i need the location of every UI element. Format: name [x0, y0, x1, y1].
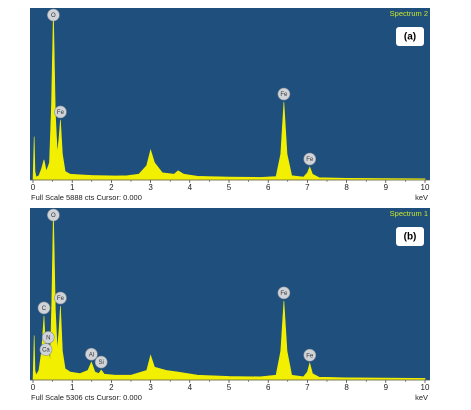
peak-marker — [54, 291, 67, 305]
peak-marker — [41, 331, 55, 344]
x-tick-label: 5 — [227, 383, 232, 392]
peak-label: Si — [99, 360, 104, 366]
x-tick-label: 3 — [148, 383, 153, 392]
x-tick-label: 9 — [384, 183, 389, 192]
peak-marker — [277, 286, 291, 300]
x-tick-label: 4 — [188, 183, 193, 192]
x-tick-label: 3 — [148, 183, 153, 192]
peak-marker — [47, 208, 60, 222]
panel-label-box — [396, 227, 424, 246]
peak-marker — [37, 301, 51, 315]
spectrum-name: Spectrum 2 — [390, 9, 428, 18]
plot-background — [30, 8, 430, 180]
peak-marker — [277, 87, 291, 101]
panel-label: (a) — [404, 32, 416, 43]
footer: Full Scale 5306 cts Cursor: 0.000 — [31, 393, 142, 402]
peak-label: Fe — [280, 291, 288, 297]
peak-label: C — [42, 306, 47, 312]
peak-label: O — [51, 13, 56, 19]
x-tick-label: 4 — [188, 383, 193, 392]
peak-label: Fe — [306, 353, 314, 359]
x-tick-label: 0 — [31, 183, 36, 192]
peak-marker — [54, 105, 67, 119]
x-tick-label: 0 — [31, 383, 36, 392]
peak-marker — [94, 355, 108, 369]
peak-label: Ca — [42, 348, 50, 354]
x-tick-label: 7 — [305, 183, 310, 192]
peak-marker — [85, 347, 98, 361]
peak-label: Fe — [57, 110, 65, 116]
x-tick-label: 10 — [421, 183, 430, 192]
x-tick-label: 6 — [266, 383, 271, 392]
peak-label: Fe — [306, 157, 314, 163]
x-tick-label: 5 — [227, 183, 232, 192]
peak-label: Fe — [57, 296, 65, 302]
spectrum-name: Spectrum 1 — [390, 209, 428, 218]
x-tick-label: 8 — [344, 183, 349, 192]
x-tick-label: 2 — [109, 183, 114, 192]
x-tick-label: 8 — [344, 383, 349, 392]
x-tick-label: 10 — [421, 383, 430, 392]
peak-marker — [303, 348, 317, 362]
panel-label: (b) — [404, 232, 417, 243]
x-tick-label: 7 — [305, 383, 310, 392]
peak-marker — [47, 8, 60, 22]
x-axis-label: keV — [415, 193, 428, 202]
peak-label: Fe — [280, 92, 288, 98]
spectrum — [32, 9, 426, 181]
peak-marker — [303, 152, 317, 166]
peak-label: N — [46, 335, 50, 341]
panel-label-box — [396, 27, 424, 46]
x-axis-label: keV — [415, 393, 428, 402]
peak-marker — [39, 343, 53, 356]
x-tick-label: 9 — [384, 383, 389, 392]
x-tick-label: 2 — [109, 383, 114, 392]
x-tick-label: 1 — [70, 183, 75, 192]
x-tick-label: 6 — [266, 183, 271, 192]
x-tick-label: 1 — [70, 383, 75, 392]
footer: Full Scale 5888 cts Cursor: 0.000 — [31, 193, 142, 202]
peak-label: Al — [89, 352, 94, 358]
peak-label: O — [51, 213, 56, 219]
